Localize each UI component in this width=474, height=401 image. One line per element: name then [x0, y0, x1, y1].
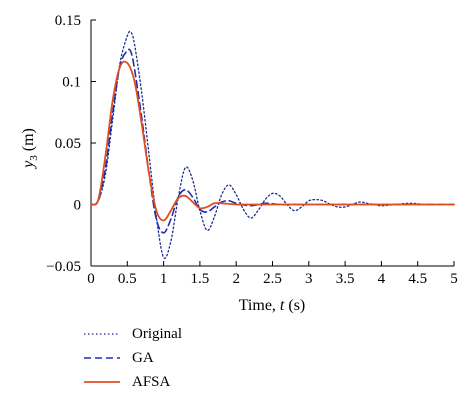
- x-tick-label: 3.5: [336, 271, 355, 287]
- legend-item-original: Original: [84, 322, 182, 346]
- legend-swatch-original: [84, 333, 120, 335]
- y-tick-label: −0.05: [46, 259, 81, 275]
- legend-label-original: Original: [132, 325, 182, 342]
- x-tick-label: 2: [232, 271, 240, 287]
- series-group: [90, 30, 455, 259]
- x-tick-label: 1: [160, 271, 168, 287]
- y-axis-label: y3 (m): [20, 128, 40, 170]
- x-tick-label: 4: [378, 271, 386, 287]
- x-tick-label: 4.5: [408, 271, 427, 287]
- legend-item-ga: GA: [84, 346, 182, 370]
- legend-item-afsa: AFSA: [84, 370, 182, 394]
- series-line-afsa: [90, 60, 455, 222]
- x-tick-label: 5: [450, 271, 458, 287]
- x-tick-label: 1.5: [191, 271, 210, 287]
- y-tick-label: 0: [74, 198, 82, 214]
- y-tick-label: 0.05: [55, 136, 81, 152]
- legend-label-afsa: AFSA: [132, 373, 171, 390]
- x-tick-label: 0: [87, 271, 95, 287]
- y-axis-ticks: −0.05 0 0.05 0.1 0.15: [46, 13, 96, 275]
- x-tick-label: 0.5: [118, 271, 137, 287]
- legend-swatch-afsa: [84, 381, 120, 383]
- x-tick-label: 3: [305, 271, 313, 287]
- legend-swatch-ga: [84, 357, 120, 359]
- series-line-original: [90, 30, 455, 259]
- x-axis-label: Time, t (s): [239, 297, 306, 314]
- y-tick-label: 0.1: [62, 75, 81, 91]
- y-tick-label: 0.15: [55, 13, 81, 29]
- axes: [90, 20, 454, 267]
- legend-label-ga: GA: [132, 349, 154, 366]
- x-axis-ticks: 0 0.5 1 1.5 2 2.5 3 3.5 4 4.5 5: [87, 261, 458, 287]
- legend: Original GA AFSA: [84, 322, 182, 394]
- x-tick-label: 2.5: [263, 271, 282, 287]
